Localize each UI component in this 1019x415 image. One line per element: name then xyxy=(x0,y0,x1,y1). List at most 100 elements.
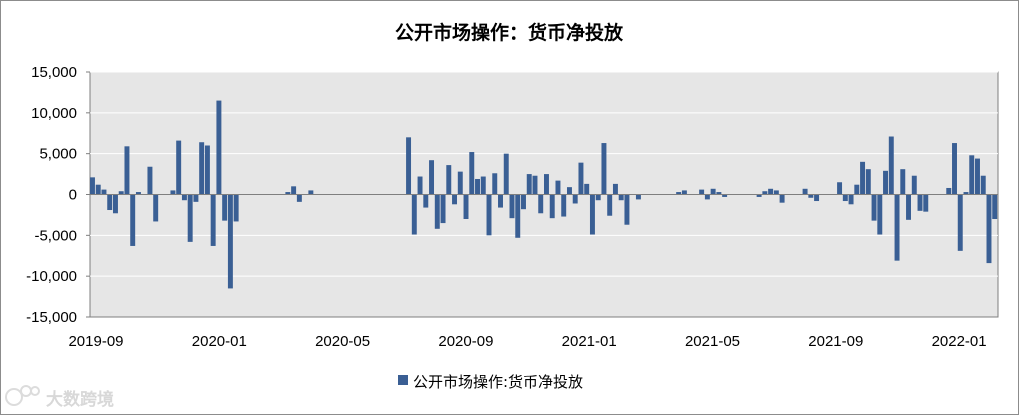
bar xyxy=(176,140,182,195)
bar xyxy=(860,161,866,195)
bar xyxy=(624,194,630,225)
bar xyxy=(526,174,532,195)
bar xyxy=(595,194,601,201)
bar xyxy=(170,190,176,195)
bar xyxy=(957,194,963,251)
bar xyxy=(135,192,141,195)
bar xyxy=(538,194,544,214)
bar xyxy=(756,194,762,197)
bar xyxy=(532,175,538,195)
bar xyxy=(457,171,463,195)
bar xyxy=(768,188,774,195)
bar xyxy=(566,187,572,195)
bar xyxy=(854,184,860,195)
bar xyxy=(906,194,911,220)
bar xyxy=(584,183,590,195)
y-tick-label: 0 xyxy=(69,187,77,204)
bar xyxy=(90,177,95,195)
y-tick-label: 10,000 xyxy=(31,105,77,122)
bar xyxy=(308,190,314,195)
bar xyxy=(291,186,297,195)
bar xyxy=(589,194,595,235)
bar xyxy=(900,169,906,195)
bar xyxy=(681,190,687,195)
bar xyxy=(952,143,957,195)
y-tick-label: -5,000 xyxy=(34,227,77,244)
bar xyxy=(888,136,894,195)
bar xyxy=(199,142,205,195)
bar xyxy=(894,194,900,261)
watermark-logo-icon xyxy=(5,385,40,406)
bar xyxy=(963,192,969,195)
bar xyxy=(837,182,843,195)
bar xyxy=(285,192,291,195)
bar xyxy=(509,194,515,219)
bar xyxy=(434,194,440,229)
bar xyxy=(417,176,423,195)
bar xyxy=(147,166,153,195)
bar xyxy=(986,194,992,264)
bar xyxy=(544,174,549,195)
bar xyxy=(762,191,768,195)
bar xyxy=(469,152,475,195)
bar xyxy=(486,194,492,236)
bar xyxy=(406,137,412,195)
bar xyxy=(210,194,216,246)
bar xyxy=(808,194,814,198)
bar xyxy=(555,180,561,195)
bar xyxy=(463,194,469,219)
bar xyxy=(578,162,584,195)
bar xyxy=(187,194,193,242)
bar xyxy=(946,187,952,195)
bar xyxy=(492,173,498,195)
y-axis: 15,000 10,000 5,000 0 -5,000 -10,000 -15,000 xyxy=(26,64,90,326)
chart-title: 公开市场操作：货币净投放 xyxy=(395,21,624,44)
bar xyxy=(923,194,929,212)
legend-label: 公开市场操作:货币净投放 xyxy=(413,373,583,391)
bar xyxy=(992,194,998,219)
x-tick-label: 2021-01 xyxy=(562,333,617,350)
bar xyxy=(710,188,716,195)
watermark: 大数跨境 xyxy=(5,385,114,410)
watermark-text: 大数跨境 xyxy=(46,389,114,410)
bar xyxy=(842,194,848,202)
bar xyxy=(716,192,722,195)
bar xyxy=(676,192,682,195)
bar xyxy=(440,194,446,224)
bar xyxy=(877,194,883,235)
bar xyxy=(773,190,779,195)
bar xyxy=(865,169,871,195)
y-tick-label: 5,000 xyxy=(39,146,77,163)
bar xyxy=(601,143,607,195)
bar xyxy=(452,194,457,205)
legend: 公开市场操作:货币净投放 xyxy=(398,373,583,391)
bar xyxy=(917,194,923,211)
bar xyxy=(975,158,980,195)
bar xyxy=(222,194,228,221)
x-tick-label: 2020-05 xyxy=(315,333,370,350)
bar xyxy=(95,184,101,195)
bar xyxy=(498,194,503,208)
bar xyxy=(699,189,705,195)
x-tick-label: 2020-09 xyxy=(438,333,493,350)
bar xyxy=(101,189,107,195)
bar xyxy=(130,194,136,246)
legend-swatch xyxy=(398,375,408,385)
bar xyxy=(429,160,435,195)
bar xyxy=(181,194,187,201)
bar xyxy=(814,194,820,202)
bar xyxy=(969,155,975,195)
bar xyxy=(227,194,233,289)
bar xyxy=(980,175,986,195)
bar xyxy=(446,165,452,195)
bar xyxy=(480,176,486,195)
bar xyxy=(423,194,429,208)
bar xyxy=(296,194,302,202)
bar xyxy=(848,194,854,205)
y-tick-label: 15,000 xyxy=(31,64,77,81)
bar xyxy=(722,194,728,197)
y-tick-label: -10,000 xyxy=(26,268,77,285)
bar xyxy=(883,170,889,195)
bar xyxy=(607,194,613,216)
